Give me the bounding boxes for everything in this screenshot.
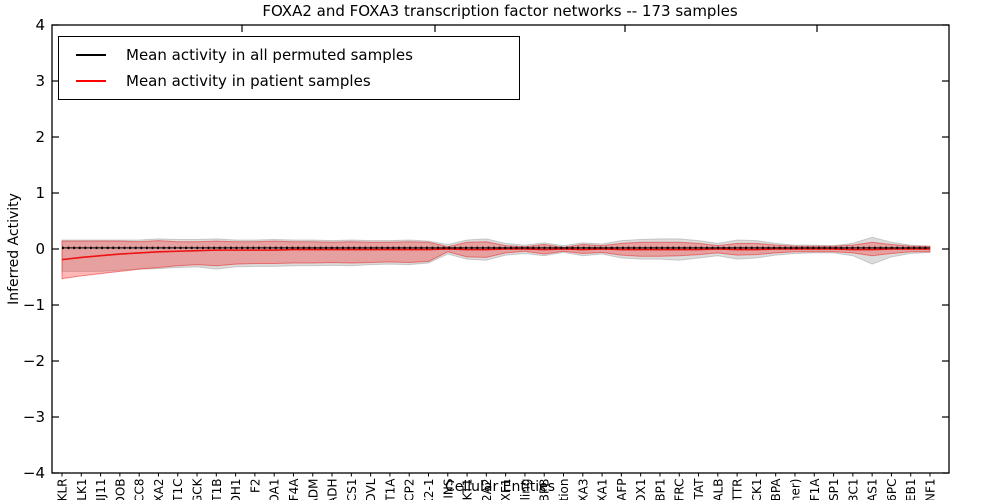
x-tick-label: NR3C1 [846,479,860,500]
x-tick-label: CPT1C [171,479,185,500]
x-tick-label: ACADM [306,479,320,500]
svg-text:−1: −1 [23,296,45,314]
svg-text:−3: −3 [23,408,45,426]
svg-text:0: 0 [35,240,45,258]
x-tick-label: CPT1B [210,479,224,500]
x-tick-label: HNF1A [808,478,822,500]
svg-text:−2: −2 [23,352,45,370]
x-tick-label: chromatin remodeling [518,479,532,500]
x-tick-label: TFRC [673,479,687,500]
x-tick-label: ALAS1 [866,479,880,500]
svg-text:1: 1 [35,184,45,202]
x-tick-label: IGFBP1 [653,479,667,500]
svg-text:4: 4 [35,16,45,34]
x-tick-label: CPT1A [383,478,397,500]
x-tick-label: FOXA2 [152,479,166,500]
svg-text:−4: −4 [23,464,45,482]
x-tick-label: PKLR [56,479,70,500]
x-tick-label: HADH [326,479,340,500]
x-tick-label: PDX1 [634,479,648,500]
x-tick-label: UCP2 [403,479,417,500]
x-tick-label: FOXA3 [576,479,590,500]
patient-line-swatch [76,80,106,83]
x-tick-label: CEBPA [769,478,783,500]
x-tick-label: BDH1 [229,479,243,500]
x-tick-label: ALB [711,479,725,500]
x-tick-label: CEBPB [538,479,552,500]
x-tick-label: F2 [248,479,262,494]
svg-text:2: 2 [35,128,45,146]
x-tick-label: ALDOB [113,479,127,500]
x-tick-label: HMGCS1 [345,479,359,500]
x-tick-label: SP1 [827,479,841,500]
x-tick-label: DLK1 [75,479,89,500]
x-tick-label: SLC2A2 [480,479,494,500]
legend-label-permuted: Mean activity in all permuted samples [126,45,413,64]
x-tick-label: FOXA1 [596,479,610,500]
x-tick-label: APOA1 [268,479,282,500]
x-tick-label: FOXF1 [499,478,513,500]
permuted-line-swatch [76,53,106,56]
svg-text:3: 3 [35,72,45,90]
x-tick-label: HNF1A (dimer) [788,479,802,500]
x-tick-label: AFP [615,479,629,500]
chart-title: FOXA2 and FOXA3 transcription factor net… [262,2,738,20]
x-tick-label: KCNJ11 [94,479,108,500]
x-tick-label: HNF4A [287,478,301,500]
x-tick-label: NKX2-1 [422,479,436,500]
x-tick-label: response to starvation [557,479,571,500]
legend-entry-patient: Mean activity in patient samples [59,72,519,90]
x-tick-label: ABCC8 [133,479,147,500]
y-axis-label: Inferred Activity [6,193,22,305]
x-tick-label: TAT [692,478,706,500]
x-tick-label: INS [441,479,455,499]
legend: Mean activity in all permuted samples Me… [58,36,520,100]
x-tick-label: PCK1 [750,479,764,500]
x-tick-label: TTR [731,479,745,500]
legend-label-patient: Mean activity in patient samples [126,72,371,91]
x-tick-label: ACADVL [364,478,378,500]
x-axis-label: Cellular Entities [444,479,556,495]
x-tick-label: AKT1 [461,479,475,500]
x-tick-label: CREB1 [904,479,918,500]
x-tick-label: G6PC [885,479,899,500]
legend-entry-permuted: Mean activity in all permuted samples [59,46,519,64]
x-tick-label: GCK [191,477,205,500]
x-tick-label: NF1 [924,479,938,500]
